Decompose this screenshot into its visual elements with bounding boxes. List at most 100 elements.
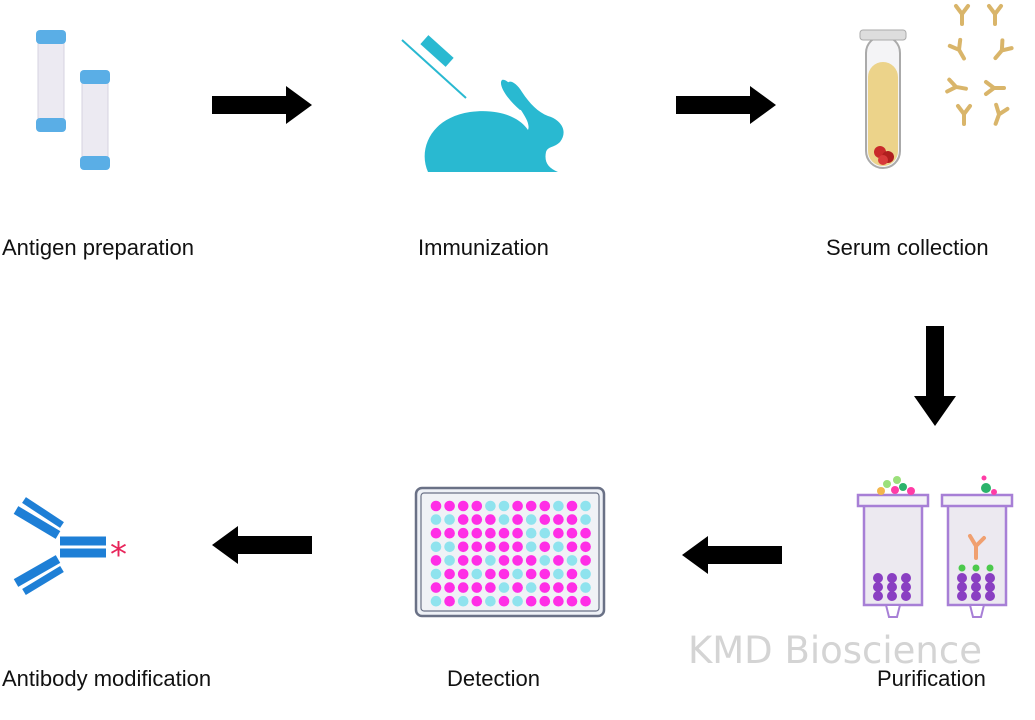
plate-well bbox=[512, 527, 523, 539]
plate-well bbox=[457, 568, 469, 580]
plate-well bbox=[457, 541, 469, 553]
plate-well bbox=[580, 555, 591, 566]
plate-well bbox=[457, 500, 469, 512]
plate-well bbox=[430, 582, 442, 593]
plate-well bbox=[566, 595, 578, 607]
plate-well bbox=[444, 527, 455, 539]
plate-well bbox=[580, 514, 591, 525]
plate-well bbox=[539, 568, 551, 580]
plate-well bbox=[485, 527, 496, 539]
plate-well bbox=[498, 555, 510, 566]
step-label-purification: Purification bbox=[877, 666, 986, 691]
plate-well bbox=[512, 595, 523, 607]
antibodies-icon bbox=[945, 4, 1014, 128]
plate-well bbox=[457, 582, 469, 593]
plate-well bbox=[525, 582, 537, 593]
plate-well bbox=[566, 582, 578, 593]
arrow-left-icon bbox=[212, 526, 312, 564]
arrow-right-icon bbox=[676, 86, 776, 124]
step-label-antigen-preparation: Antigen preparation bbox=[2, 235, 194, 260]
plate-well bbox=[566, 541, 578, 553]
plate-well bbox=[553, 514, 564, 525]
plate-well bbox=[498, 500, 510, 512]
plate-well bbox=[580, 582, 591, 593]
plate-well bbox=[539, 582, 551, 593]
plate-well bbox=[580, 595, 591, 607]
plate-well bbox=[512, 555, 523, 566]
plate-well bbox=[553, 582, 564, 593]
plate-well bbox=[471, 582, 483, 593]
plate-well bbox=[498, 541, 510, 553]
plate-well bbox=[580, 500, 591, 512]
step-label-detection: Detection bbox=[447, 666, 540, 691]
plate-well bbox=[539, 541, 551, 553]
plate-well bbox=[471, 541, 483, 553]
plate-well bbox=[457, 527, 469, 539]
plate-well bbox=[580, 541, 591, 553]
arrow-right-icon bbox=[212, 86, 312, 124]
plate-well bbox=[430, 514, 442, 525]
plate-well bbox=[485, 541, 496, 553]
plate-well bbox=[525, 568, 537, 580]
plate-well bbox=[444, 514, 455, 525]
plate-well bbox=[525, 500, 537, 512]
plate-well bbox=[539, 514, 551, 525]
plate-well bbox=[566, 568, 578, 580]
plate-well bbox=[566, 555, 578, 566]
plate-well bbox=[485, 514, 496, 525]
plate-well bbox=[512, 514, 523, 525]
syringe-icon bbox=[401, 35, 467, 99]
plate-well bbox=[444, 500, 455, 512]
serum-tube-icon bbox=[859, 29, 907, 169]
plate-well bbox=[444, 595, 455, 607]
plate-well bbox=[539, 527, 551, 539]
plate-well bbox=[444, 568, 455, 580]
plate-well bbox=[430, 555, 442, 566]
plate-well bbox=[566, 500, 578, 512]
plate-well bbox=[457, 555, 469, 566]
plate-well bbox=[553, 500, 564, 512]
rabbit-icon bbox=[424, 79, 564, 172]
plate-well bbox=[553, 527, 564, 539]
plate-well bbox=[444, 582, 455, 593]
plate-well bbox=[498, 568, 510, 580]
plate-well bbox=[485, 582, 496, 593]
plate-well bbox=[485, 555, 496, 566]
plate-well bbox=[471, 514, 483, 525]
microplate-icon bbox=[414, 486, 606, 618]
plate-well bbox=[430, 500, 442, 512]
plate-well bbox=[525, 595, 537, 607]
plate-well bbox=[471, 500, 483, 512]
plate-well bbox=[485, 500, 496, 512]
plate-well bbox=[430, 527, 442, 539]
plate-well bbox=[430, 568, 442, 580]
plate-well bbox=[471, 527, 483, 539]
plate-well bbox=[498, 514, 510, 525]
plate-well bbox=[553, 555, 564, 566]
plate-well bbox=[539, 595, 551, 607]
plate-well bbox=[444, 555, 455, 566]
plate-well bbox=[566, 514, 578, 525]
plate-well bbox=[512, 541, 523, 553]
modified-antibody-icon: * bbox=[13, 497, 127, 595]
label-star-icon: * bbox=[110, 535, 127, 575]
plate-well bbox=[525, 527, 537, 539]
plate-well bbox=[539, 500, 551, 512]
arrow-down-icon bbox=[914, 326, 956, 426]
plate-well bbox=[430, 595, 442, 607]
plate-well bbox=[539, 555, 551, 566]
plate-well bbox=[553, 595, 564, 607]
plate-well bbox=[457, 595, 469, 607]
plate-well bbox=[580, 568, 591, 580]
plate-well bbox=[498, 595, 510, 607]
plate-well bbox=[471, 555, 483, 566]
plate-well bbox=[553, 541, 564, 553]
plate-well bbox=[430, 541, 442, 553]
step-label-immunization: Immunization bbox=[418, 235, 549, 260]
plate-well bbox=[525, 514, 537, 525]
arrow-left-icon bbox=[682, 536, 782, 574]
plate-well bbox=[580, 527, 591, 539]
plate-well bbox=[444, 541, 455, 553]
plate-well bbox=[471, 568, 483, 580]
